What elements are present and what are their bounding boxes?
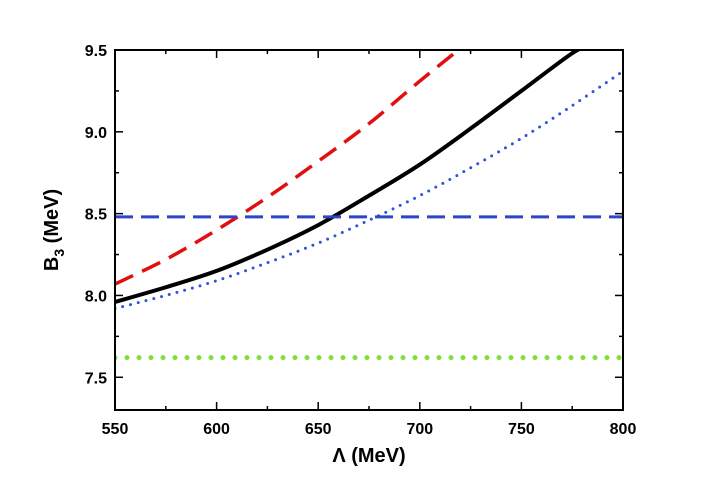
series-line-2-dashed — [115, 50, 462, 286]
plot-area: 550 600 650 700 750 800 7.5 8.0 8.5 9.0 9.5 — [85, 43, 637, 438]
tick-layer: 550 600 650 700 750 800 7.5 8.0 8.5 9.0 9.5 — [85, 43, 637, 438]
series-line-1-solid — [115, 50, 582, 304]
x-tick-label: 550 — [102, 421, 129, 438]
x-axis-title: Λ (MeV) — [332, 445, 405, 467]
series-layer — [115, 50, 623, 361]
y-tick-label: 8.0 — [85, 288, 107, 305]
y-tick-label: 9.5 — [85, 43, 107, 60]
x-tick-label: 700 — [406, 421, 433, 438]
y-tick-label: 7.5 — [85, 370, 107, 387]
x-tick-label: 800 — [610, 421, 637, 438]
x-tick-label: 600 — [203, 421, 230, 438]
y-tick-label: 9.0 — [85, 125, 107, 142]
x-axis-label: Λ (MeV) — [332, 445, 405, 467]
y-axis-label-unit: (MeV) — [41, 189, 63, 249]
y-axis-label: B3 (MeV) — [41, 189, 67, 271]
y-axis-title: B3 (MeV) — [41, 189, 67, 271]
x-tick-label: 750 — [508, 421, 535, 438]
series-line-3-dotted — [115, 69, 623, 311]
y-axis-label-base: B — [41, 257, 63, 271]
x-tick-label: 650 — [305, 421, 332, 438]
y-axis-label-sub: 3 — [51, 249, 67, 257]
y-tick-label: 8.5 — [85, 207, 107, 224]
